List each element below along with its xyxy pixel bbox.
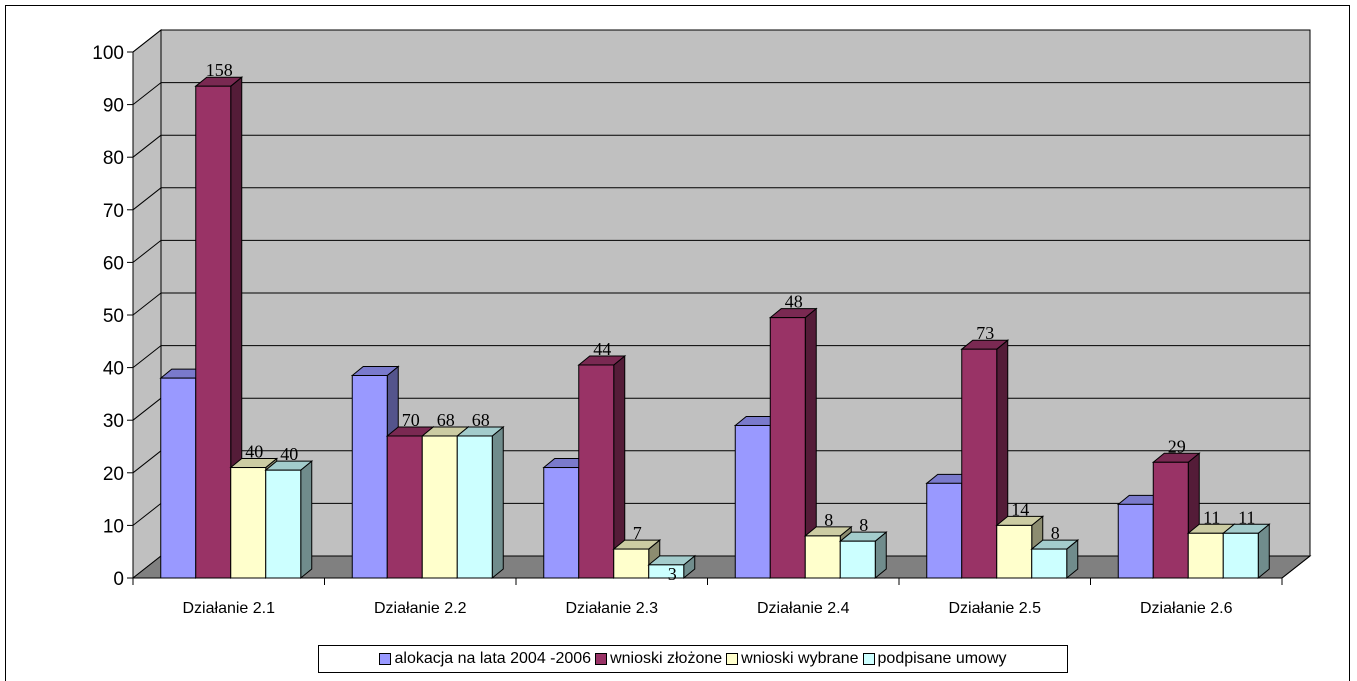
data-label-podpisane-umowy: 11 <box>1238 507 1255 527</box>
bar-wnioski-wybrane <box>613 548 650 579</box>
legend-label-wnioski-wybrane: wnioski wybrane <box>741 650 859 667</box>
bar-podpisane-umowy <box>265 469 302 579</box>
data-label-wnioski-wybrane: 68 <box>437 410 455 430</box>
data-label-wnioski-wybrane: 7 <box>633 523 642 543</box>
bar-alokacja <box>734 424 771 579</box>
data-label-wnioski-wybrane: 14 <box>1011 499 1029 519</box>
bar-wnioski-zlozone <box>961 348 998 579</box>
y-tick-label: 30 <box>103 411 124 432</box>
bar-wnioski-wybrane <box>230 467 267 579</box>
bar-wnioski-zlozone <box>386 435 423 579</box>
data-label-wnioski-zlozone: 73 <box>976 323 994 343</box>
bar-podpisane-umowy <box>1031 548 1068 579</box>
bar-podpisane-umowy <box>1222 532 1259 579</box>
y-tick-label: 20 <box>103 464 124 485</box>
gridline-side <box>132 292 162 316</box>
bar-alokacja <box>160 377 197 579</box>
y-tick-label: 80 <box>103 148 124 169</box>
x-tick-label: Działanie 2.6 <box>1140 600 1233 617</box>
x-tick-label: Działanie 2.5 <box>949 600 1042 617</box>
gridline-side <box>132 187 162 211</box>
legend-item-alokacja: alokacja na lata 2004 -2006 <box>379 650 591 668</box>
bar-side-podpisane-umowy <box>491 425 504 580</box>
bar-podpisane-umowy <box>456 435 493 579</box>
x-tick-label: Działanie 2.4 <box>757 600 850 617</box>
bar-alokacja <box>1117 503 1154 579</box>
gridline-side <box>132 345 162 368</box>
data-label-wnioski-zlozone: 29 <box>1168 436 1186 456</box>
y-tick-label: 60 <box>103 253 124 274</box>
bar-wnioski-zlozone <box>1152 461 1189 579</box>
gridline-side <box>132 134 162 158</box>
data-label-wnioski-wybrane: 40 <box>245 442 263 462</box>
bar-wnioski-wybrane <box>1187 532 1224 579</box>
gridline-side <box>132 29 162 53</box>
legend-label-wnioski-zlozone: wnioski złożone <box>610 650 723 667</box>
legend-swatch-wnioski-zlozone <box>595 653 608 665</box>
bar-podpisane-umowy <box>839 540 876 579</box>
bar-wnioski-wybrane <box>421 435 458 579</box>
bar-side-podpisane-umowy <box>300 460 313 580</box>
bar-wnioski-wybrane <box>804 535 841 579</box>
bar-alokacja <box>351 374 388 579</box>
bar-alokacja <box>926 482 963 579</box>
legend-item-podpisane-umowy: podpisane umowy <box>862 650 1007 668</box>
legend-label-alokacja: alokacja na lata 2004 -2006 <box>394 650 592 667</box>
bar-wnioski-wybrane <box>996 524 1033 579</box>
bar-wnioski-zlozone <box>195 85 232 579</box>
x-axis-depth-line <box>1281 555 1311 579</box>
data-label-podpisane-umowy: 8 <box>859 515 868 535</box>
data-label-podpisane-umowy: 68 <box>472 410 490 430</box>
data-label-wnioski-zlozone: 44 <box>593 339 611 359</box>
legend-label-podpisane-umowy: podpisane umowy <box>877 650 1007 667</box>
gridline-side <box>132 82 162 105</box>
legend-swatch-alokacja <box>379 653 392 665</box>
data-label-podpisane-umowy: 40 <box>280 444 298 464</box>
bar-wnioski-zlozone <box>769 317 806 579</box>
bar-chart: 0 10 20 30 40 50 60 70 80 90 100 Działanie 2.1 158 40… <box>92 28 1312 617</box>
data-label-podpisane-umowy: 8 <box>1051 523 1060 543</box>
gridline-side <box>132 240 162 263</box>
legend-item-wnioski-wybrane: wnioski wybrane <box>726 650 859 668</box>
data-label-wnioski-zlozone: 158 <box>206 60 233 80</box>
y-tick-label: 50 <box>103 306 124 327</box>
legend-item-wnioski-zlozone: wnioski złożone <box>595 650 722 668</box>
y-tick-label: 10 <box>103 516 124 537</box>
y-tick-label: 100 <box>92 43 124 64</box>
data-label-wnioski-wybrane: 8 <box>824 510 833 530</box>
legend-swatch-wnioski-wybrane <box>726 653 739 665</box>
x-tick-label: Działanie 2.3 <box>566 600 659 617</box>
y-tick-label: 0 <box>113 569 124 590</box>
gridline-side <box>132 503 162 526</box>
data-label-wnioski-wybrane: 11 <box>1203 507 1220 527</box>
bar-podpisane-umowy <box>648 564 685 579</box>
y-tick-label: 70 <box>103 201 124 222</box>
data-label-podpisane-umowy: 3 <box>668 564 677 584</box>
y-tick-label: 40 <box>103 359 124 380</box>
data-label-wnioski-zlozone: 70 <box>402 410 420 430</box>
bar-wnioski-zlozone <box>578 364 615 579</box>
x-tick-label: Działanie 2.2 <box>374 600 467 617</box>
legend-swatch-podpisane-umowy <box>862 653 875 665</box>
bar-alokacja <box>543 467 580 579</box>
x-tick-label: Działanie 2.1 <box>183 600 276 617</box>
gridline-side <box>132 450 162 474</box>
gridline-side <box>132 397 162 421</box>
data-label-wnioski-zlozone: 48 <box>785 292 803 312</box>
y-tick-label: 90 <box>103 96 124 117</box>
legend: alokacja na lata 2004 -2006 wnioski złoż… <box>318 645 1068 673</box>
